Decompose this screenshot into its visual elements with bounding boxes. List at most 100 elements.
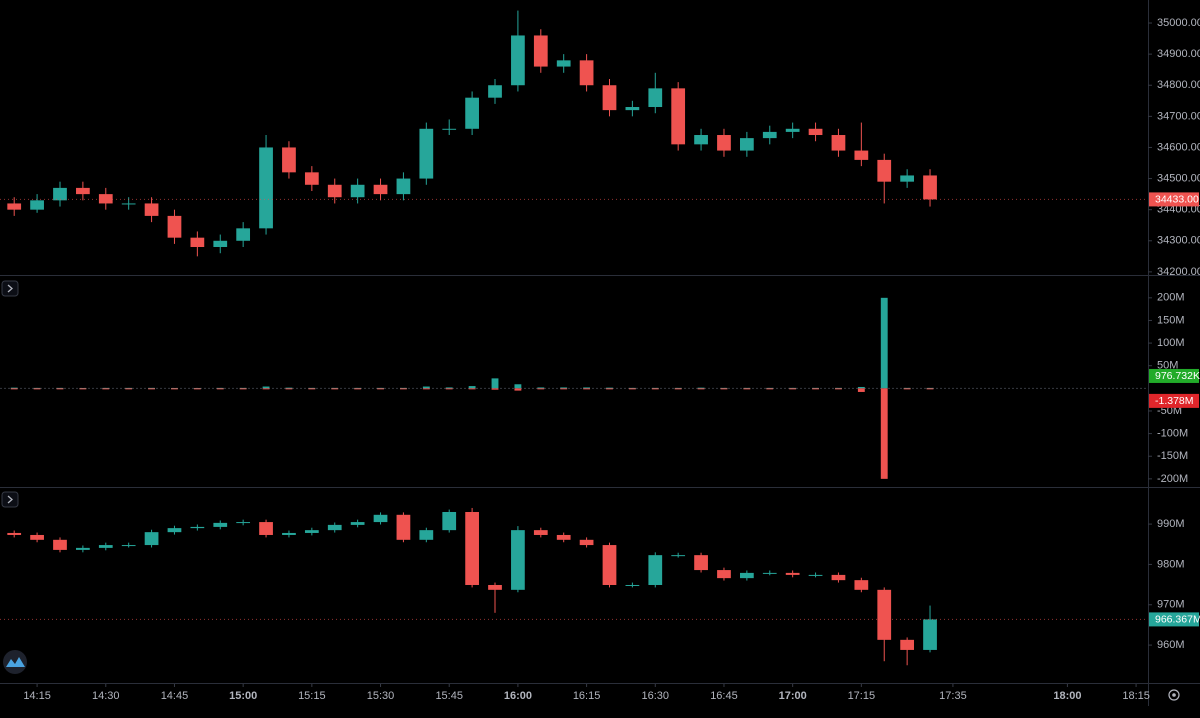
y-tick-label: 34800.00 (1157, 79, 1200, 91)
delta-bar (606, 388, 613, 390)
candle-body (762, 131, 777, 139)
delta-bar (537, 387, 545, 389)
delta-bar (560, 387, 568, 389)
candle-body (396, 178, 411, 195)
delta-bar (354, 388, 362, 390)
settings-icon[interactable] (1168, 689, 1180, 701)
delta-bar (491, 388, 499, 390)
delta-bar (171, 388, 178, 390)
candle-body (167, 528, 182, 533)
candle-body (282, 147, 296, 173)
delta-bar (560, 388, 568, 390)
y-tick-label: 960M (1157, 639, 1185, 651)
last-value-label: -1.378M (1155, 395, 1194, 407)
candle-body (694, 555, 708, 571)
y-tick-label: 980M (1157, 558, 1185, 570)
y-tick-label: 34300.00 (1157, 235, 1200, 247)
candle-body (350, 184, 365, 198)
delta-bar (697, 388, 705, 390)
y-tick-label: 34600.00 (1157, 141, 1200, 153)
candle-body (167, 215, 182, 238)
candle-body (602, 545, 617, 585)
delta-bar (628, 388, 636, 390)
candle-body (304, 530, 319, 533)
delta-bar (262, 388, 270, 390)
candle-body (442, 128, 457, 130)
x-tick-label: 18:15 (1122, 690, 1150, 702)
x-tick-label: 14:30 (92, 690, 120, 702)
candle-body (304, 172, 319, 185)
candle-body (213, 522, 228, 527)
y-tick-label: 50M (1157, 360, 1178, 372)
expand-button[interactable] (1, 491, 19, 508)
candle-body (808, 574, 823, 576)
y-tick-label: 34500.00 (1157, 172, 1200, 184)
candle-body (533, 35, 548, 67)
delta-bar (743, 388, 751, 390)
delta-bar (583, 387, 591, 389)
last-price-label-bg (1149, 612, 1199, 627)
delta-bar (125, 388, 133, 390)
candle-body (579, 60, 594, 86)
candle-body (602, 85, 617, 111)
candle-body (373, 514, 388, 523)
y-tick-label: -150M (1157, 450, 1188, 462)
candle-body (76, 187, 90, 195)
delta-bar (537, 388, 545, 390)
candle-body (373, 184, 388, 195)
candle-body (785, 572, 800, 575)
candle-body (556, 534, 571, 540)
delta-bar (903, 388, 911, 390)
last-value-label-bg (1149, 393, 1199, 408)
last-price-label: 966.367M (1155, 614, 1200, 626)
candle-body (419, 128, 434, 179)
candle-body (511, 35, 525, 86)
logo[interactable] (3, 650, 27, 674)
candle-body (236, 228, 251, 241)
candle-body (30, 200, 44, 210)
x-tick-label: 17:35 (939, 690, 967, 702)
delta-bar (193, 388, 201, 390)
candle-body (259, 147, 273, 229)
delta-bar (583, 388, 591, 390)
delta-bar (720, 388, 728, 390)
expand-button[interactable] (1, 280, 19, 297)
x-tick-label: 16:45 (710, 690, 738, 702)
delta-bar (674, 388, 682, 390)
y-tick-label: 100M (1157, 337, 1185, 349)
y-tick-label: 150M (1157, 314, 1185, 326)
x-tick-label: 18:00 (1053, 690, 1081, 702)
candle-body (465, 511, 479, 585)
candle-body (465, 97, 479, 129)
candle-body (53, 187, 67, 201)
candle-body (923, 619, 937, 650)
delta-bar (216, 388, 224, 390)
delta-bar (468, 386, 476, 389)
delta-bar (422, 386, 430, 389)
candle-body (350, 522, 365, 525)
delta-bar (308, 388, 316, 390)
candle-body (419, 530, 434, 540)
candle-body (854, 580, 869, 590)
delta-bar (422, 388, 430, 390)
candle-body (625, 107, 640, 111)
candle-body (98, 545, 113, 548)
delta-bar (835, 388, 842, 390)
delta-bar (148, 388, 156, 390)
delta-bar (377, 388, 384, 390)
last-price-label: 34433.00 (1155, 194, 1199, 206)
x-tick-label: 15:00 (229, 690, 257, 702)
candle-body (190, 237, 205, 248)
candle-body (694, 135, 708, 145)
delta-bar (651, 388, 659, 390)
candle-body (579, 539, 594, 546)
delta-bar (857, 388, 865, 392)
candle-body (877, 159, 892, 182)
candle-body (511, 530, 525, 590)
delta-bar (10, 388, 18, 390)
delta-bar (880, 297, 888, 389)
candle-body (717, 570, 731, 579)
candle-body (190, 526, 205, 529)
